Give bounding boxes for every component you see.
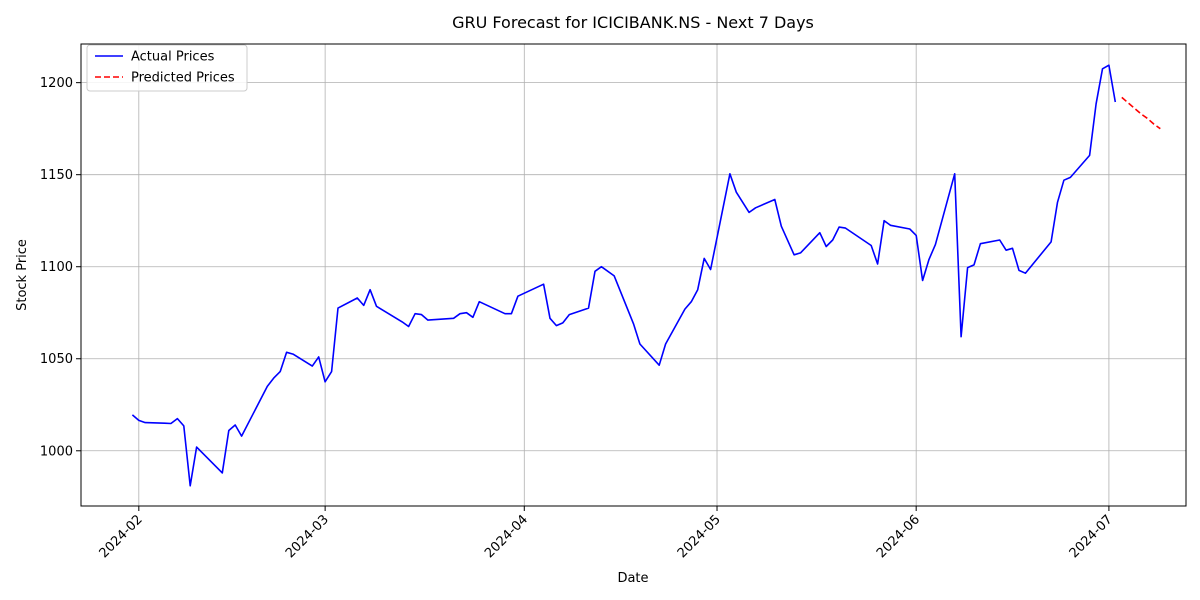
y-tick-label: 1050 <box>40 352 73 367</box>
y-axis: 1000 1050 1100 1150 1200 <box>40 76 81 459</box>
series-line-predicted <box>1121 96 1161 130</box>
legend-box <box>86 44 248 92</box>
y-axis-label: Stock Price <box>15 239 30 311</box>
legend-label-actual: Actual Prices <box>131 50 215 65</box>
y-tick-label: 1000 <box>40 444 73 459</box>
y-tick-label: 1200 <box>40 76 73 91</box>
y-tick-label: 1150 <box>40 168 73 183</box>
chart-title: GRU Forecast for ICICIBANK.NS - Next 7 D… <box>452 13 814 32</box>
legend-label-predicted: Predicted Prices <box>131 71 235 86</box>
grid <box>81 44 1186 506</box>
x-axis-label: Date <box>617 571 648 586</box>
series-layer <box>131 64 1161 487</box>
plot-frame <box>80 43 1187 507</box>
series-line-actual <box>131 64 1117 487</box>
y-tick-label: 1100 <box>40 260 73 275</box>
legend: Actual Prices Predicted Prices <box>86 44 248 92</box>
